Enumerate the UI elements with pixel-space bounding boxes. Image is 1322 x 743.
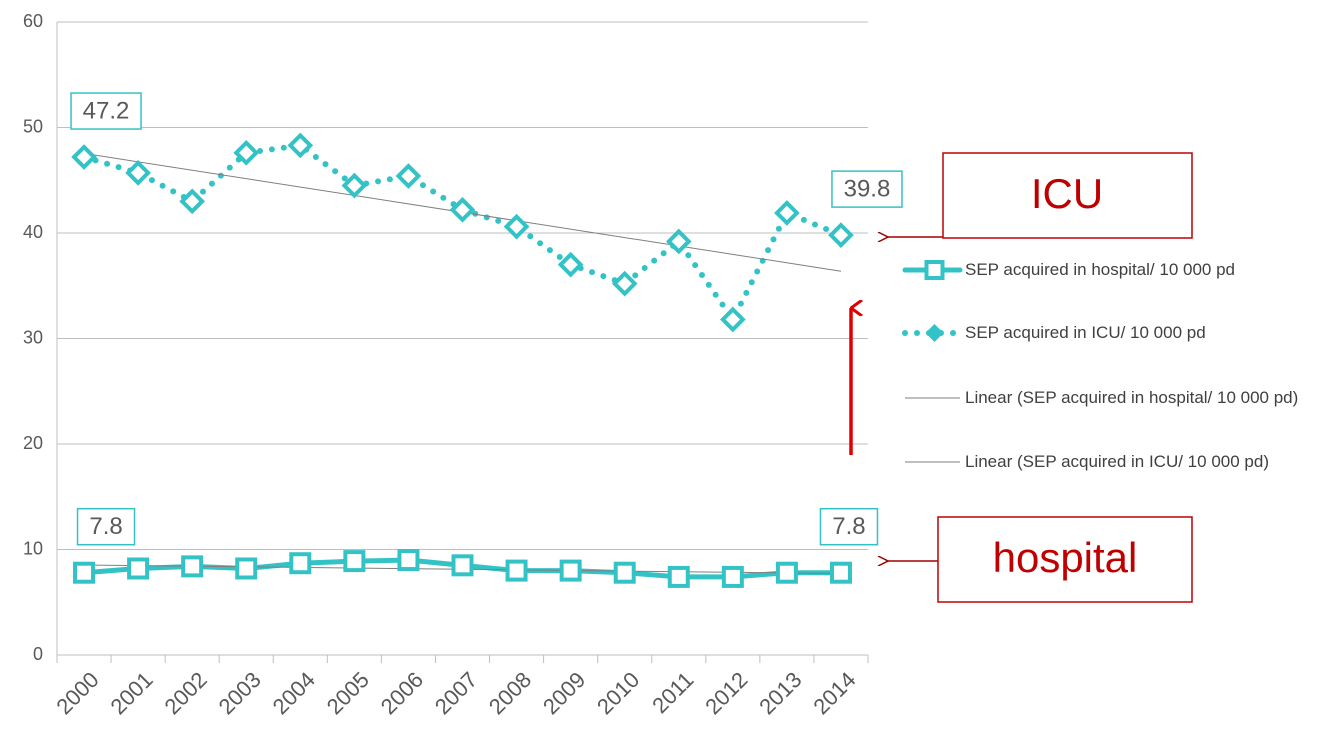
marker xyxy=(179,188,205,215)
legend-marker xyxy=(924,260,945,280)
x-tick-label: 2006 xyxy=(376,667,428,719)
x-tick-label: 2014 xyxy=(808,667,860,719)
marker xyxy=(611,270,638,297)
x-tick-label: 2004 xyxy=(268,667,320,719)
marker xyxy=(289,552,312,575)
x-tick-label: 2000 xyxy=(51,667,103,719)
legend-label: SEP acquired in hospital/ 10 000 pd xyxy=(965,260,1235,279)
marker xyxy=(721,565,744,588)
marker xyxy=(451,554,474,577)
legend-marker xyxy=(925,324,944,342)
legend-label: SEP acquired in ICU/ 10 000 pd xyxy=(965,323,1206,342)
x-tick-label: 2013 xyxy=(754,667,806,719)
data-label: 39.8 xyxy=(844,175,891,202)
marker xyxy=(397,549,420,572)
x-tick-label: 2012 xyxy=(700,667,752,719)
marker xyxy=(559,559,582,582)
x-tick-label: 2007 xyxy=(430,667,482,719)
legend-label: Linear (SEP acquired in ICU/ 10 000 pd) xyxy=(965,452,1269,471)
data-label: 47.2 xyxy=(83,97,130,124)
legend-label: Linear (SEP acquired in hospital/ 10 000… xyxy=(965,388,1299,407)
marker xyxy=(341,172,368,199)
marker xyxy=(181,555,204,578)
y-tick-label: 30 xyxy=(23,327,43,347)
marker xyxy=(667,565,690,588)
x-tick-label: 2001 xyxy=(105,667,157,719)
marker xyxy=(127,557,150,580)
y-tick-label: 40 xyxy=(23,222,43,242)
marker xyxy=(503,213,530,240)
marker xyxy=(287,132,314,159)
marker xyxy=(613,561,636,584)
y-tick-label: 20 xyxy=(23,433,43,453)
marker xyxy=(125,160,151,186)
marker xyxy=(235,557,258,580)
marker xyxy=(73,561,96,584)
data-label-box xyxy=(70,92,142,130)
marker xyxy=(665,228,692,255)
annotation-box xyxy=(937,516,1193,603)
y-tick-label: 0 xyxy=(33,644,43,664)
marker xyxy=(71,144,97,170)
x-tick-label: 2005 xyxy=(322,667,374,719)
annotation: hospital xyxy=(993,534,1138,581)
x-tick-label: 2008 xyxy=(484,667,536,719)
data-label-box xyxy=(76,507,136,546)
data-label: 7.8 xyxy=(89,513,122,540)
data-label: 7.8 xyxy=(832,513,865,540)
x-tick-label: 2010 xyxy=(592,667,644,719)
annotation: ICU xyxy=(1031,170,1103,217)
x-tick-label: 2003 xyxy=(214,667,266,719)
marker xyxy=(829,561,852,584)
marker xyxy=(828,222,854,248)
data-label-box xyxy=(819,507,879,546)
marker xyxy=(720,306,746,333)
x-tick-label: 2011 xyxy=(647,667,698,718)
marker xyxy=(233,139,260,166)
marker xyxy=(774,200,800,226)
y-tick-label: 10 xyxy=(23,538,43,558)
marker xyxy=(449,196,476,223)
y-tick-label: 60 xyxy=(23,11,43,31)
marker xyxy=(775,561,798,584)
data-label-box xyxy=(831,170,903,208)
marker xyxy=(343,550,366,573)
x-tick-label: 2009 xyxy=(538,667,590,719)
y-tick-label: 50 xyxy=(23,116,43,136)
marker xyxy=(395,163,422,189)
marker xyxy=(557,251,584,278)
annotation-box xyxy=(942,152,1193,239)
marker xyxy=(505,559,528,582)
x-tick-label: 2002 xyxy=(160,667,212,719)
